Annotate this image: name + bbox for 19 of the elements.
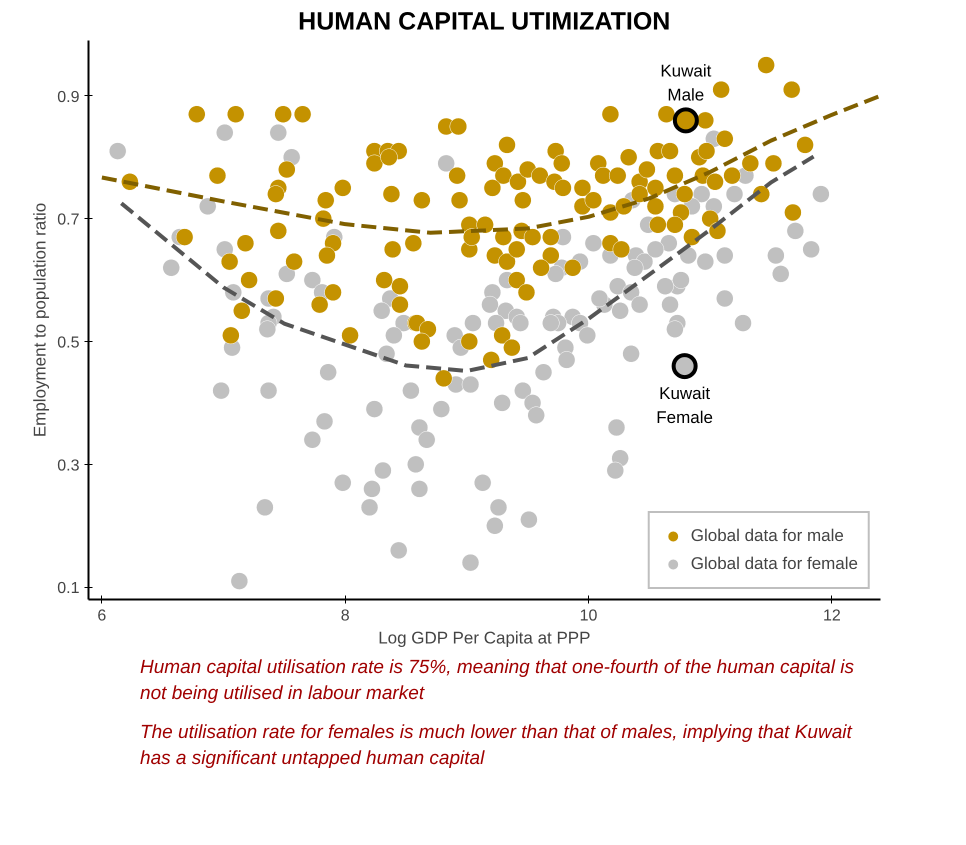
annotation: Kuwait Male bbox=[660, 62, 712, 104]
y-tick-label: 0.7 bbox=[57, 212, 80, 229]
x-axis-title: Log GDP Per Capita at PPP bbox=[378, 628, 591, 648]
annotation: Kuwait Female bbox=[656, 384, 713, 427]
x-tick-label: 10 bbox=[580, 608, 598, 624]
x-tick-label: 6 bbox=[97, 608, 106, 624]
x-tick-label: 8 bbox=[340, 608, 350, 624]
y-tick-label: 0.9 bbox=[57, 88, 80, 106]
text: Human capital utilisation rate is 75%, meaning that one-fourth of the human capital is not being utilised in labour market bbox=[140, 656, 855, 706]
y-tick-label: 0.3 bbox=[57, 457, 80, 474]
x-tick-label: 12 bbox=[822, 608, 841, 624]
legend-label: Global data for male bbox=[690, 526, 844, 546]
chart-title: HUMAN CAPITAL UTIMIZATION bbox=[298, 8, 670, 36]
line-series bbox=[119, 154, 816, 373]
y-tick-label: 0.1 bbox=[57, 580, 80, 598]
y-tick-label: 0.5 bbox=[57, 334, 80, 352]
legend-label: Global data for female bbox=[690, 554, 858, 574]
y-axis-title: Employment to population ratio bbox=[30, 202, 50, 438]
text: The utilisation rate for females is much lower than that of males, implying that Kuwait has a significant untapped human capital bbox=[140, 721, 854, 771]
